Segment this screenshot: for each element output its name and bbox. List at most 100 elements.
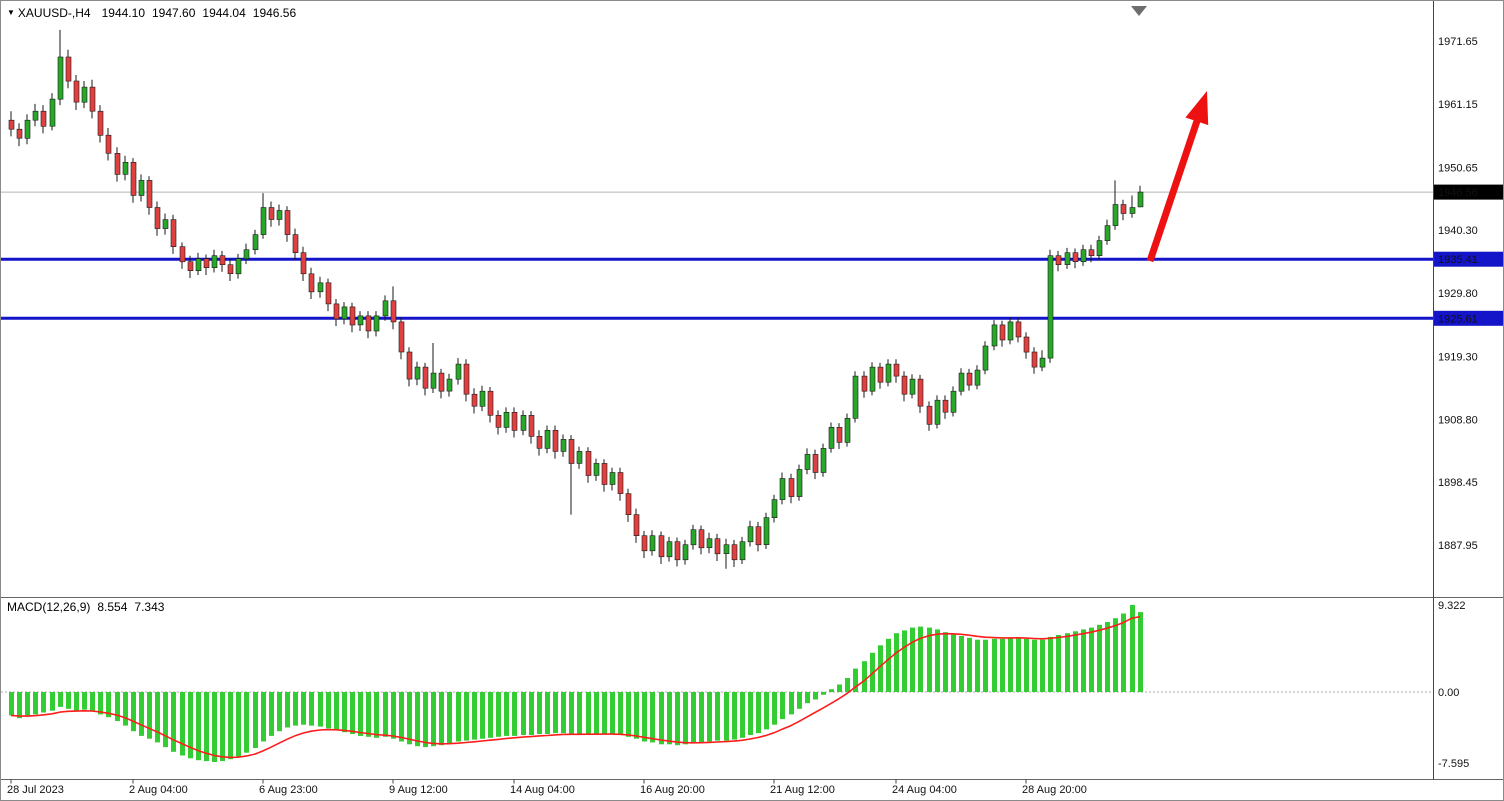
candle: [503, 411, 510, 428]
macd-bar: [1121, 613, 1126, 692]
macd-bar: [447, 692, 452, 744]
macd-bar: [1081, 629, 1086, 692]
candle: [666, 541, 673, 558]
macd-bar: [740, 692, 745, 738]
price-tick-label: 1940.30: [1438, 225, 1478, 237]
macd-bar: [650, 692, 655, 743]
candle: [731, 544, 738, 561]
macd-bar: [1138, 612, 1143, 692]
candle: [382, 300, 389, 317]
macd-bar: [1065, 633, 1070, 692]
candle: [16, 128, 23, 139]
candle: [836, 426, 843, 443]
candle: [852, 375, 859, 419]
price-box: [1434, 251, 1503, 267]
candles-layer: [8, 29, 1144, 569]
macd-bar: [992, 638, 997, 692]
macd-bar: [366, 692, 371, 737]
candle: [57, 56, 64, 100]
candle: [495, 414, 502, 428]
macd-bar: [1000, 638, 1005, 692]
candle: [170, 219, 177, 248]
candle: [739, 541, 746, 561]
macd-bar: [967, 637, 972, 692]
macd-bar: [472, 692, 477, 740]
macd-bar: [301, 692, 306, 725]
candle: [325, 282, 332, 305]
price-tick-label: 1908.80: [1438, 415, 1478, 427]
macd-bar: [423, 692, 428, 748]
candle: [682, 544, 689, 561]
candle: [601, 463, 608, 485]
price-box-label: 1935.41: [1438, 254, 1478, 266]
macd-bar: [707, 692, 712, 742]
macd-bar: [261, 692, 266, 742]
time-tick-label: 24 Aug 04:00: [892, 784, 957, 796]
candle: [1031, 351, 1038, 368]
candle: [414, 366, 421, 380]
macd-bar: [293, 692, 298, 726]
macd-bar: [1073, 631, 1078, 692]
time-axis[interactable]: 28 Jul 2023 2 Aug 04:00 6 Aug 23:00 9 Aug 1…: [7, 779, 1087, 797]
candle: [1072, 252, 1079, 262]
trend-arrow[interactable]: [1146, 91, 1209, 263]
macd-bar: [431, 692, 436, 747]
macd-bar: [334, 692, 339, 731]
candle: [487, 390, 494, 416]
candle: [300, 252, 307, 275]
macd-bar: [244, 692, 249, 753]
candle: [861, 375, 868, 392]
macd-bar: [813, 692, 818, 700]
macd-bar: [33, 692, 38, 715]
candle: [788, 478, 795, 497]
macd-bar: [983, 639, 988, 692]
candle: [97, 110, 104, 136]
candle: [999, 324, 1006, 341]
price-box: [1434, 310, 1503, 326]
macd-bar: [1097, 624, 1102, 692]
candle: [625, 493, 632, 516]
macd-bar: [350, 692, 355, 734]
macd-bar: [90, 692, 95, 712]
candle: [763, 517, 770, 545]
price-tick-label: 1887.95: [1438, 540, 1478, 552]
candle: [276, 210, 283, 220]
macd-bar: [1016, 637, 1021, 692]
macd-bar: [131, 692, 136, 732]
candle: [438, 372, 445, 392]
macd-bar: [171, 692, 176, 752]
time-tick-label: 21 Aug 12:00: [770, 784, 835, 796]
candle: [1015, 321, 1022, 338]
candle: [901, 375, 908, 395]
macd-bar: [163, 692, 168, 748]
candle: [568, 439, 575, 464]
chart-shift-marker-icon[interactable]: [1131, 6, 1147, 16]
macd-bar: [480, 692, 485, 739]
candle: [114, 153, 121, 175]
macd-tick-label: 9.322: [1438, 600, 1466, 612]
candle: [89, 86, 96, 112]
candle: [1055, 255, 1062, 265]
macd-bar: [188, 692, 193, 759]
candle: [552, 429, 559, 452]
candle: [877, 366, 884, 383]
macd-bar: [342, 692, 347, 733]
macd-bar: [358, 692, 363, 736]
macd-bar: [106, 692, 111, 718]
macd-bar: [675, 692, 680, 746]
macd-bar: [1040, 639, 1045, 692]
macd-bar: [780, 692, 785, 720]
candle: [958, 372, 965, 392]
candle: [1137, 191, 1144, 208]
price-tick-label: 1898.45: [1438, 477, 1478, 489]
macd-bar: [58, 692, 63, 707]
macd-bar: [918, 626, 923, 692]
candle: [511, 411, 518, 431]
macd-bar: [634, 692, 639, 739]
macd-bar: [772, 692, 777, 725]
price-axis[interactable]: 1971.65 1961.15 1950.65 1940.30 1929.80 1919.…: [1434, 36, 1504, 770]
candle: [747, 526, 754, 543]
macd-bar: [1048, 636, 1053, 692]
candle: [1007, 321, 1014, 341]
